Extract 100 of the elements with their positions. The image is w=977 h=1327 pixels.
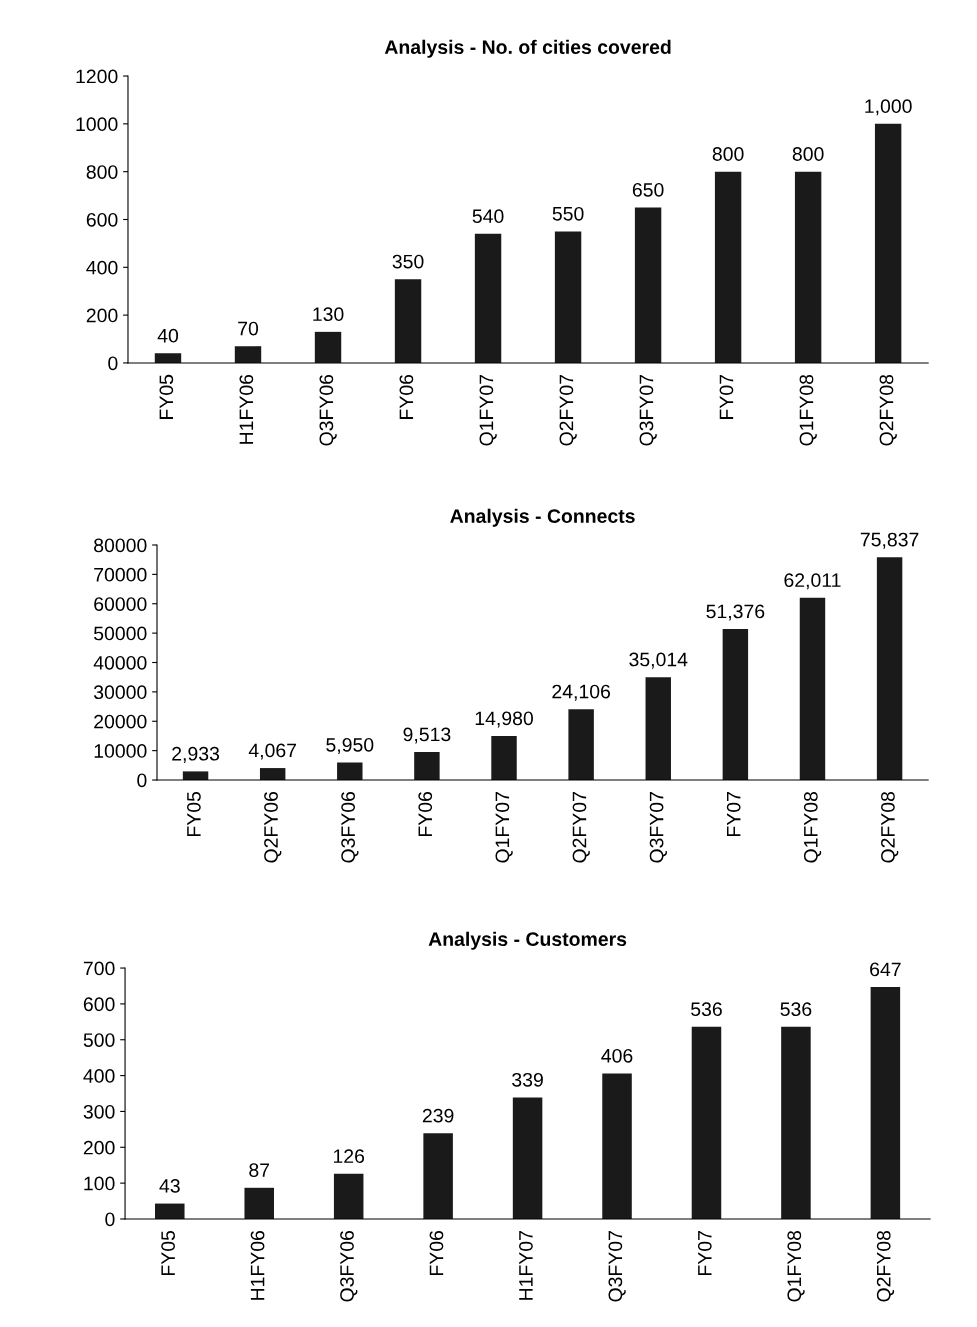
y-tick-label: 200 (83, 1140, 115, 1155)
y-tick-label: 40000 (93, 655, 147, 670)
y-tick-label: 700 (83, 961, 115, 976)
bar (512, 1097, 543, 1219)
x-tick-label: Q3FY07 (639, 375, 657, 446)
x-tick-label: FY06 (399, 374, 414, 419)
bar (714, 171, 742, 363)
bar (568, 709, 594, 781)
data-label: 800 (792, 147, 824, 161)
bar (554, 231, 582, 363)
chart-title: Analysis - Connects (450, 508, 635, 527)
data-label: 5,950 (326, 737, 374, 755)
bar (722, 629, 749, 781)
bar (414, 752, 440, 781)
bar (337, 762, 363, 781)
x-tick-label: Q3FY07 (608, 1231, 626, 1302)
bar (781, 1026, 811, 1219)
y-tick-label: 400 (86, 260, 118, 275)
y-tick-label: 0 (137, 773, 147, 788)
x-tick-label: FY07 (719, 375, 734, 419)
x-tick-label: FY07 (726, 792, 741, 836)
data-label: 14,980 (475, 711, 533, 728)
data-label: 70 (238, 321, 259, 336)
x-tick-label: Q2FY07 (572, 792, 590, 863)
bar (154, 353, 182, 363)
bar (244, 1187, 274, 1219)
y-tick-label: 20000 (94, 714, 147, 729)
data-label: 130 (313, 307, 344, 322)
data-label: 550 (552, 206, 584, 221)
y-tick-label: 30000 (93, 685, 147, 700)
y-tick-label: 0 (105, 1212, 115, 1227)
y-tick-label: 1000 (76, 117, 118, 132)
x-tick-label: Q2FY06 (264, 791, 282, 863)
data-label: 800 (712, 147, 744, 161)
x-tick-label: H1FY06 (250, 1230, 265, 1300)
data-label: 51,376 (706, 604, 765, 621)
data-label: 339 (512, 1072, 543, 1087)
x-tick-label: Q2FY08 (879, 374, 897, 446)
data-label: 43 (159, 1179, 180, 1193)
data-label: 24,106 (552, 684, 611, 701)
y-tick-label: 70000 (94, 567, 147, 582)
bar (602, 1073, 632, 1219)
y-tick-label: 50000 (93, 626, 147, 641)
x-tick-label: Q3FY06 (340, 1230, 358, 1302)
y-tick-label: 400 (83, 1069, 115, 1083)
data-label: 87 (249, 1163, 270, 1178)
y-tick-label: 600 (83, 997, 115, 1012)
x-tick-label: Q3FY06 (341, 791, 359, 863)
y-tick-label: 80000 (94, 538, 147, 553)
x-tick-label: FY05 (161, 1230, 175, 1275)
data-label: 4,067 (248, 743, 297, 760)
bar (634, 207, 662, 363)
bar (691, 1026, 722, 1219)
x-tick-label: Q3FY07 (649, 792, 667, 863)
bar (423, 1133, 453, 1219)
data-label: 35,014 (629, 652, 688, 669)
chart-title: Analysis - No. of cities covered (384, 39, 671, 58)
bar (234, 346, 262, 363)
data-label: 126 (333, 1149, 365, 1164)
y-tick-label: 1200 (76, 69, 118, 84)
y-tick-label: 800 (86, 165, 118, 179)
bar (314, 331, 342, 363)
x-tick-label: FY06 (429, 1230, 444, 1275)
y-tick-label: 10000 (94, 744, 147, 758)
x-tick-label: H1FY06 (239, 374, 254, 444)
y-tick-label: 0 (108, 356, 118, 371)
x-tick-label: FY05 (187, 791, 201, 836)
bar (474, 233, 502, 363)
data-label: 2,933 (172, 746, 220, 763)
x-tick-label: FY05 (159, 374, 174, 419)
y-tick-label: 600 (86, 212, 118, 227)
data-label: 536 (780, 1002, 812, 1017)
data-label: 536 (691, 1002, 722, 1017)
data-label: 239 (422, 1108, 454, 1123)
x-tick-label: Q1FY07 (479, 375, 497, 446)
x-tick-label: Q1FY08 (803, 791, 822, 863)
bar (876, 557, 903, 781)
data-label: 1,000 (865, 99, 912, 116)
x-tick-label: H1FY07 (519, 1231, 533, 1300)
x-tick-label: Q1FY07 (495, 792, 513, 863)
data-label: 540 (472, 209, 504, 224)
data-label: 647 (870, 962, 901, 977)
data-label: 406 (601, 1048, 633, 1063)
bar (645, 677, 671, 781)
data-label: 9,513 (403, 727, 451, 744)
bar (874, 123, 902, 363)
bar (333, 1173, 364, 1219)
y-tick-label: 60000 (94, 597, 147, 611)
data-label: 650 (632, 182, 664, 197)
bar (182, 771, 209, 781)
bar (794, 171, 822, 363)
y-tick-label: 300 (83, 1104, 115, 1119)
data-label: 62,011 (784, 573, 841, 590)
bar (259, 768, 286, 781)
y-tick-label: 200 (86, 308, 118, 323)
bar (155, 1203, 185, 1219)
x-tick-label: Q2FY07 (559, 375, 577, 446)
data-label: 75,837 (860, 532, 919, 549)
bar (870, 987, 901, 1219)
y-tick-label: 500 (83, 1033, 115, 1047)
